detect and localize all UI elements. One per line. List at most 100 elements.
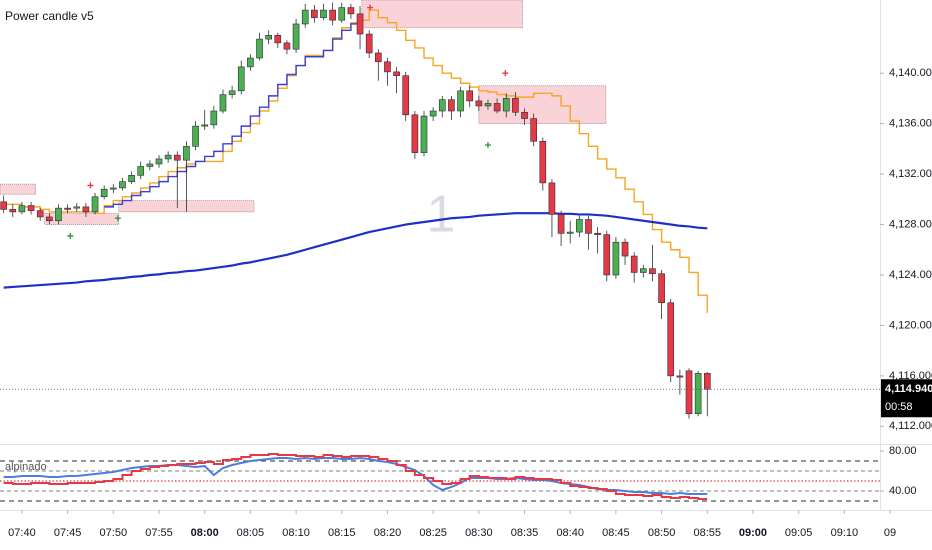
y-tick-label: 4,112.000 — [889, 420, 932, 432]
candle-body — [630, 255, 638, 273]
candle-body — [109, 187, 117, 190]
x-tick-label: 08:55 — [694, 527, 722, 539]
candle-body — [365, 33, 373, 54]
candle-body — [521, 111, 528, 119]
candle-body — [429, 110, 437, 117]
candle-body — [301, 9, 309, 25]
candle-body — [119, 181, 126, 189]
oscillator-tick-label: 40.00 — [889, 485, 917, 497]
candle-body — [128, 175, 135, 182]
candle-body — [192, 125, 199, 147]
candle-body — [594, 233, 601, 235]
x-tick-label: 09 — [884, 527, 896, 539]
axes: 4,112.000 4,116.000 4,120.000 4,124.000 4,12… — [8, 67, 932, 539]
candle-body — [73, 206, 81, 209]
candle-body — [448, 99, 455, 112]
chart-title: Power candle v5 — [5, 9, 94, 23]
candle-body — [566, 231, 574, 234]
x-tick-label: 07:40 — [8, 527, 36, 539]
candle-body — [612, 241, 620, 276]
candle-body — [375, 52, 382, 63]
candle-body — [219, 94, 227, 112]
candle-body — [18, 205, 26, 213]
candle-body — [183, 146, 190, 161]
oscillator-name: alpinado — [5, 461, 47, 473]
candle-body — [512, 98, 519, 113]
candle-body — [603, 234, 611, 276]
candle-body — [484, 103, 492, 107]
candle-body — [329, 9, 336, 21]
oscillator-line — [3, 453, 708, 500]
candle-body — [46, 216, 53, 222]
x-tick-label: 08:50 — [648, 527, 676, 539]
candle-body — [0, 201, 7, 210]
candle-body — [347, 7, 355, 15]
x-tick-label: 08:45 — [602, 527, 630, 539]
candle-body — [356, 13, 364, 35]
candle-body — [466, 90, 474, 102]
x-tick-label: 08:05 — [237, 527, 265, 539]
y-tick-label: 4,124.000 — [889, 269, 932, 281]
candle-body — [36, 210, 44, 218]
signal-marker — [67, 232, 74, 239]
candle-body — [658, 273, 665, 304]
candle-body — [402, 75, 410, 116]
candle-body — [530, 118, 537, 142]
candle-body — [640, 268, 647, 273]
candle-body — [384, 61, 391, 73]
x-tick-label: 08:40 — [556, 527, 584, 539]
x-tick-label: 07:45 — [54, 527, 82, 539]
signal-marker — [484, 142, 491, 149]
candle-body — [338, 7, 346, 21]
x-tick-label: 08:00 — [191, 527, 219, 539]
candle-body — [667, 302, 675, 377]
signal-marker — [502, 70, 509, 77]
candle-body — [557, 214, 565, 234]
candle-body — [9, 209, 17, 213]
x-tick-label: 07:50 — [100, 527, 128, 539]
last-price-label: 4,114.940 — [885, 383, 932, 395]
candle-body — [320, 9, 327, 18]
price-pane — [0, 0, 880, 419]
signal-marker — [114, 215, 121, 222]
candle-body — [493, 103, 501, 112]
candle-body — [438, 99, 446, 112]
y-tick-label: 4,136.000 — [889, 118, 932, 130]
step-line — [3, 9, 708, 313]
x-tick-label: 09:05 — [785, 527, 813, 539]
x-tick-label: 08:35 — [511, 527, 539, 539]
candle-body — [502, 98, 510, 112]
candle-body — [55, 207, 62, 222]
candle-body — [676, 375, 684, 378]
watermark: 1 — [427, 186, 456, 244]
candle-body — [173, 154, 181, 161]
candle-body — [393, 71, 400, 76]
candle-body — [155, 158, 163, 165]
x-tick-label: 07:55 — [145, 527, 173, 539]
y-tick-label: 4,120.000 — [889, 319, 932, 331]
candle-body — [137, 166, 145, 176]
candle-body — [685, 370, 693, 415]
candle-body — [256, 38, 263, 59]
signal-marker — [367, 4, 374, 11]
last-price-tag — [881, 379, 932, 418]
x-tick-label: 09:10 — [831, 527, 859, 539]
candle-body — [649, 268, 656, 275]
candle-body — [146, 163, 154, 167]
candle-body — [201, 124, 209, 127]
candle-body — [247, 57, 254, 68]
x-tick-label: 08:20 — [374, 527, 402, 539]
candle-body — [100, 188, 108, 198]
x-tick-label: 08:30 — [465, 527, 493, 539]
y-tick-label: 4,128.000 — [889, 218, 932, 230]
x-tick-label: 08:10 — [282, 527, 310, 539]
signal-marker — [87, 182, 94, 189]
candle-body — [292, 23, 300, 50]
y-tick-label: 4,132.000 — [889, 168, 932, 180]
candle-body — [265, 35, 272, 40]
candle-body — [311, 9, 318, 18]
candle-body — [64, 207, 71, 210]
candle-body — [576, 219, 583, 233]
candle-body — [585, 219, 592, 234]
